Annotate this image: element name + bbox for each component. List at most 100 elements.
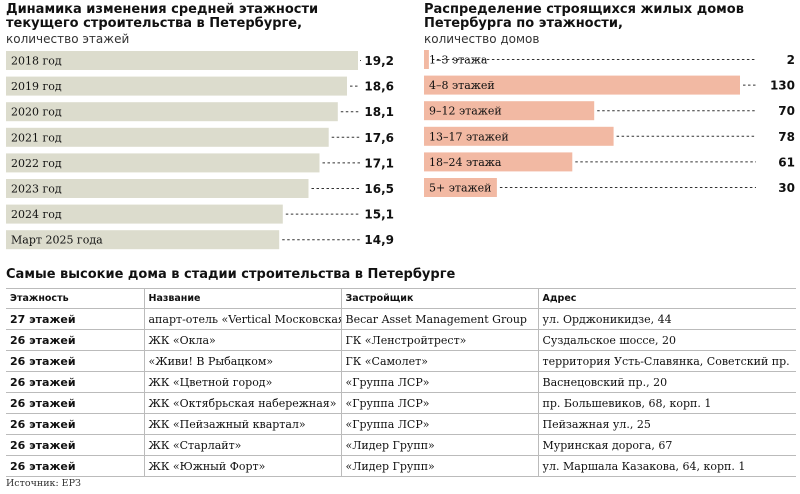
bar [424, 152, 573, 172]
table-row: 27 этажей апарт-отель «Vertical Московск… [6, 308, 796, 330]
cell-name: ЖК «Южный Форт» [144, 455, 342, 477]
value-label: 18,6 [364, 80, 394, 94]
bar [424, 75, 740, 95]
cell-developer: ГК «Самолет» [341, 350, 539, 372]
table-row: 26 этажей ЖК «Окла» ГК «Ленстройтрест» С… [6, 329, 796, 351]
bar [6, 230, 280, 250]
category-label: Март 2025 года [11, 234, 103, 247]
value-label: 78 [778, 130, 795, 144]
left-chart-title-line1: Динамика изменения средней этажности [6, 2, 319, 17]
cell-floors: 26 этажей [6, 434, 145, 456]
right-chart-title: Распределение строящихся жилых домов Пет… [424, 2, 744, 47]
cell-floors: 26 этажей [6, 371, 145, 393]
value-label: 70 [778, 104, 795, 118]
left-chart-title: Динамика изменения средней этажности тек… [6, 2, 319, 47]
cell-floors: 26 этажей [6, 350, 145, 372]
value-label: 30 [778, 181, 795, 195]
cell-floors: 26 этажей [6, 329, 145, 351]
category-label: 2020 год [11, 106, 62, 119]
value-label: 17,1 [364, 156, 394, 170]
cell-name: апарт-отель «Vertical Московская» [144, 308, 342, 330]
cell-developer: «Лидер Групп» [341, 455, 539, 477]
floors-distribution-bar-chart: 1–3 этажа 2 4–8 этажей 130 9–12 этажей 70 13–1… [424, 50, 795, 197]
header-name: Название [144, 288, 342, 309]
category-label: 2021 год [11, 131, 62, 144]
bar [424, 178, 497, 197]
cell-address: Суздальское шоссе, 20 [538, 329, 796, 351]
table-header-row: Этажность Название Застройщик Адрес [6, 288, 796, 309]
tallest-buildings-table: Этажность Название Застройщик Адрес 27 э… [6, 288, 796, 477]
right-chart-title-line1: Распределение строящихся жилых домов [424, 2, 744, 17]
cell-name: ЖК «Окла» [144, 329, 342, 351]
cell-name: ЖК «Октябрьская набережная» [144, 392, 342, 414]
cell-developer: «Группа ЛСР» [341, 392, 539, 414]
bar [6, 102, 338, 122]
bar [6, 179, 309, 198]
cell-address: ул. Орджоникидзе, 44 [538, 308, 796, 330]
cell-address: территория Усть-Славянка, Советский пр. [538, 350, 796, 372]
left-chart-title-line2: текущего строительства в Петербурге, [6, 16, 303, 31]
cell-developer: «Лидер Групп» [341, 434, 539, 456]
cell-address: ул. Маршала Казакова, 64, корп. 1 [538, 455, 796, 477]
table-row: 26 этажей ЖК «Старлайт» «Лидер Групп» Му… [6, 434, 796, 456]
cell-developer: «Группа ЛСР» [341, 413, 539, 435]
category-label: 2022 год [11, 157, 62, 170]
category-label: 4–8 этажей [429, 79, 495, 92]
value-label: 130 [770, 79, 795, 93]
category-label: 2024 год [11, 208, 62, 221]
left-chart-subtitle: количество этажей [6, 32, 130, 46]
table-row: 26 этажей ЖК «Цветной город» «Группа ЛСР… [6, 371, 796, 393]
bar [6, 153, 320, 173]
right-chart-title-line2: Петербурга по этажности, [424, 16, 623, 31]
value-label: 61 [778, 155, 795, 169]
bar [6, 204, 283, 224]
cell-developer: ГК «Ленстройтрест» [341, 329, 539, 351]
bar [6, 127, 329, 147]
cell-floors: 26 этажей [6, 413, 145, 435]
category-label: 2018 год [11, 55, 62, 68]
cell-name: ЖК «Пейзажный квартал» [144, 413, 342, 435]
value-label: 18,1 [364, 105, 394, 119]
cell-name: ЖК «Старлайт» [144, 434, 342, 456]
value-label: 16,5 [364, 182, 394, 196]
cell-address: Муринская дорога, 67 [538, 434, 796, 456]
category-label: 9–12 этажей [429, 105, 502, 118]
cell-floors: 27 этажей [6, 308, 145, 330]
floors-dynamics-bar-chart: 2018 год 19,2 2019 год 18,6 2020 год 18,1 2021… [6, 51, 394, 250]
cell-floors: 26 этажей [6, 392, 145, 414]
category-label: 13–17 этажей [429, 130, 509, 143]
cell-name: «Живи! В Рыбацком» [144, 350, 342, 372]
value-label: 2 [787, 53, 795, 67]
source-note: Источник: ЕРЗ [6, 478, 81, 489]
table-row: 26 этажей ЖК «Южный Форт» «Лидер Групп» … [6, 455, 796, 477]
category-label: 2023 год [11, 183, 62, 196]
bar [6, 76, 347, 96]
value-label: 15,1 [364, 208, 394, 222]
cell-name: ЖК «Цветной город» [144, 371, 342, 393]
table-row: 26 этажей ЖК «Октябрьская набережная» «Г… [6, 392, 796, 414]
table-row: 26 этажей ЖК «Пейзажный квартал» «Группа… [6, 413, 796, 435]
value-label: 17,6 [364, 131, 394, 145]
cell-address: пр. Большевиков, 68, корп. 1 [538, 392, 796, 414]
value-label: 14,9 [364, 233, 394, 247]
cell-address: Пейзажная ул., 25 [538, 413, 796, 435]
category-label: 2019 год [11, 80, 62, 93]
bar [424, 101, 595, 121]
header-floors: Этажность [6, 288, 145, 309]
header-address: Адрес [538, 288, 796, 309]
cell-floors: 26 этажей [6, 455, 145, 477]
table-title: Самые высокие дома в стадии строительств… [6, 267, 456, 282]
category-label: 1–3 этажа [429, 54, 488, 67]
table-row: 26 этажей «Живи! В Рыбацком» ГК «Самолет… [6, 350, 796, 372]
right-chart-subtitle: количество домов [424, 32, 540, 46]
value-label: 19,2 [364, 54, 394, 68]
header-developer: Застройщик [341, 288, 539, 309]
cell-address: Васнецовский пр., 20 [538, 371, 796, 393]
category-label: 18–24 этажа [429, 156, 502, 169]
bar [424, 50, 429, 69]
bar [424, 126, 614, 146]
cell-developer: Becar Asset Management Group [341, 308, 539, 330]
category-label: 5+ этажей [429, 182, 491, 195]
cell-developer: «Группа ЛСР» [341, 371, 539, 393]
bar [6, 51, 358, 70]
